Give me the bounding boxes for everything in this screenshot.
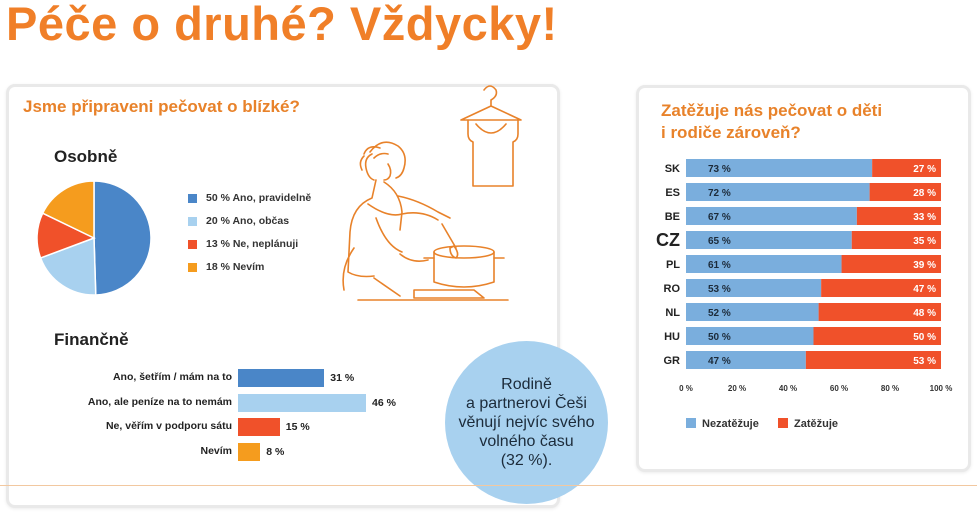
stack-value-be-1: 33 % [913, 212, 936, 223]
stack-bar-gr-1 [805, 351, 941, 369]
pie-legend-swatch-0 [188, 194, 197, 203]
fin-category-label-2: Ne, věřím v podporu sátu [105, 420, 232, 432]
country-label-gr: GR [664, 355, 681, 367]
stack-value-cz-0: 65 % [708, 236, 731, 247]
stack-bar-pl-1 [841, 255, 941, 273]
x-tick-0: 0 % [679, 384, 693, 393]
fin-bar-3 [238, 442, 261, 461]
x-tick-1: 20 % [728, 384, 746, 393]
stack-bar-nl-1 [818, 303, 941, 321]
pie-chart [36, 180, 152, 296]
stack-bar-nl-0 [686, 303, 819, 321]
pie-legend-label-0: 50 % Ano, pravidelně [206, 192, 312, 204]
right-panel-heading-line1: Zatěžuje nás pečovat o děti [661, 101, 883, 120]
stack-value-hu-0: 50 % [708, 332, 731, 343]
stack-bar-hu-1 [813, 327, 941, 345]
pie-legend-label-1: 20 % Ano, občas [206, 215, 290, 227]
bottom-divider [0, 485, 977, 486]
pie-slice-3 [41, 180, 95, 240]
x-tick-4: 80 % [881, 384, 899, 393]
fin-value-label-3: 8 % [266, 445, 285, 458]
stack-value-hu-1: 50 % [913, 332, 936, 343]
stack-bar-sk-0 [686, 159, 873, 177]
stack-bar-es-1 [869, 183, 941, 201]
stack-value-sk-1: 27 % [913, 164, 936, 175]
pie-legend-label-3: 18 % Nevím [206, 261, 265, 273]
pie-legend-swatch-3 [188, 263, 197, 272]
stack-bar-hu-0 [686, 327, 814, 345]
fin-bar-1 [238, 393, 366, 412]
stack-value-gr-1: 53 % [913, 356, 936, 367]
stack-legend-swatch-1 [778, 418, 788, 428]
country-label-ro: RO [664, 283, 681, 295]
stack-legend-label-1: Zatěžuje [794, 418, 838, 430]
stack-bar-gr-0 [686, 351, 806, 369]
financial-title: Finančně [54, 330, 129, 349]
left-panel-heading: Jsme připraveni pečovat o blízké? [23, 97, 300, 116]
country-label-sk: SK [665, 163, 680, 175]
fin-bar-0 [238, 369, 325, 387]
page-title: Péče o druhé? Vždycky! [6, 0, 558, 50]
info-bubble: Rodině a partnerovi Češi věnují nejvíc s… [445, 341, 608, 504]
country-label-be: BE [665, 211, 680, 223]
x-tick-5: 100 % [930, 384, 953, 393]
woman-cooking-illustration [342, 85, 522, 301]
fin-category-label-3: Nevím [200, 444, 232, 457]
stack-value-nl-0: 52 % [708, 308, 731, 319]
fin-value-label-1: 46 % [372, 396, 396, 409]
stack-value-ro-1: 47 % [913, 284, 936, 295]
pie-legend-label-2: 13 % Ne, neplánuji [206, 238, 299, 250]
right-panel [636, 85, 971, 472]
stack-value-es-1: 28 % [913, 188, 936, 199]
country-label-pl: PL [666, 259, 680, 271]
stack-value-sk-0: 73 % [708, 164, 731, 175]
personal-title: Osobně [54, 147, 118, 166]
stack-value-cz-1: 35 % [913, 236, 936, 247]
fin-value-label-2: 15 % [285, 421, 310, 433]
stack-value-ro-0: 53 % [708, 284, 731, 295]
country-label-es: ES [665, 187, 680, 199]
pie-legend-swatch-1 [188, 217, 197, 226]
stack-bar-pl-0 [686, 255, 842, 273]
stack-bar-be-1 [856, 207, 941, 225]
country-label-cz: CZ [656, 230, 680, 250]
stack-value-es-0: 72 % [708, 188, 731, 199]
right-panel-heading-line2: i rodiče zároveň? [661, 123, 801, 142]
stack-bar-es-0 [686, 183, 870, 201]
stack-bar-be-0 [686, 207, 857, 225]
fin-bar-2 [238, 418, 280, 436]
fin-value-label-0: 31 % [330, 372, 355, 384]
pie-legend-swatch-2 [188, 240, 197, 249]
stack-bar-cz-0 [686, 231, 852, 249]
stack-value-pl-0: 61 % [708, 260, 731, 271]
stack-value-be-0: 67 % [708, 212, 731, 223]
info-bubble-text: Rodině a partnerovi Češi věnují nejvíc s… [458, 376, 595, 469]
fin-category-label-1: Ano, ale peníze na to nemám [87, 395, 232, 408]
stack-value-pl-1: 39 % [913, 260, 936, 271]
x-tick-3: 60 % [830, 384, 848, 393]
fin-category-label-0: Ano, šetřím / mám na to [112, 371, 232, 383]
stack-bar-sk-1 [872, 159, 941, 177]
stack-bar-cz-1 [851, 231, 941, 249]
stack-legend-swatch-0 [686, 418, 696, 428]
pie-slice-1 [39, 236, 97, 296]
stack-legend-label-0: Nezatěžuje [702, 418, 759, 430]
x-tick-2: 40 % [779, 384, 797, 393]
stack-bar-ro-1 [821, 279, 941, 297]
stack-bar-ro-0 [686, 279, 822, 297]
stack-value-gr-0: 47 % [708, 356, 731, 367]
country-label-hu: HU [664, 331, 680, 343]
country-label-nl: NL [665, 307, 680, 319]
stacked-bar-chart: SK 73 % 27 % ES 72 % 28 % BE 67 % 33 % CZ 65 % 35 %… [656, 159, 953, 430]
stack-value-nl-1: 48 % [913, 308, 936, 319]
pie-slice-0 [93, 180, 152, 296]
